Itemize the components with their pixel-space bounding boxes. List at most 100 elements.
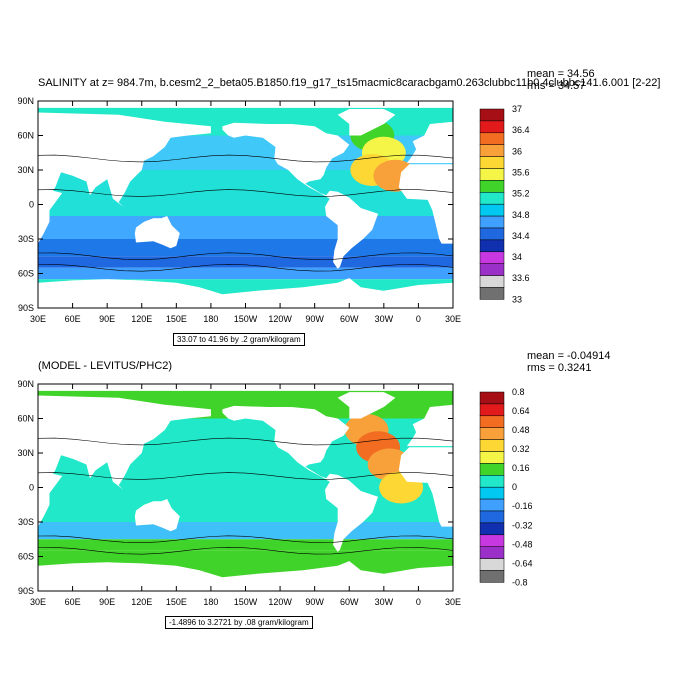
colorbar-2: 0.8 0.64 0.48 0.32 0.16 0 -0.16 -0.32 -0.48 -0.64… — [479, 387, 533, 587]
lon-label: 90E — [99, 597, 115, 607]
panel1-range-box: 33.07 to 41.96 by .2 gram/kilogram — [173, 333, 305, 346]
ocean-band — [38, 522, 453, 540]
colorbar-swatch — [479, 415, 505, 428]
colorbar-swatch — [479, 144, 505, 157]
lon-label: 60W — [340, 597, 359, 607]
contour-line — [37, 472, 454, 480]
lat-label: 60N — [17, 414, 34, 424]
lon-label: 120E — [131, 597, 152, 607]
lat-label: 30N — [17, 448, 34, 458]
colorbar-label: 36.4 — [512, 125, 530, 135]
lon-label: 30E — [445, 314, 461, 324]
colorbar-swatch — [479, 120, 505, 134]
map-frame — [37, 100, 454, 309]
colorbar-swatch — [479, 558, 505, 571]
panel2-title: (MODEL - LEVITUS/PHC2) — [38, 360, 173, 372]
lon-label: 180 — [203, 597, 218, 607]
colorbar-swatch — [479, 251, 505, 264]
map-frame — [37, 383, 454, 592]
ocean-band — [38, 216, 453, 239]
colorbar-swatch — [479, 192, 505, 205]
lon-label: 0 — [416, 314, 421, 324]
lon-label: 90W — [305, 597, 324, 607]
lat-label: 90N — [17, 379, 34, 389]
lon-label: 60W — [340, 314, 359, 324]
ocean-band — [38, 464, 453, 522]
land-americas — [222, 122, 379, 269]
lon-label: 30W — [375, 597, 394, 607]
panel2-rms: rms = 0.3241 — [527, 362, 592, 374]
atlantic-patch — [361, 136, 406, 169]
lon-label: 150E — [166, 314, 187, 324]
land-greenland — [337, 392, 396, 419]
colorbar-label: 0.32 — [512, 444, 530, 454]
ocean-band — [38, 256, 453, 268]
ocean-band — [38, 135, 453, 170]
lat-label: 30S — [18, 234, 34, 244]
colorbar-label: -0.64 — [512, 558, 533, 568]
colorbar-swatch — [479, 486, 505, 500]
land-australia — [134, 499, 180, 532]
ocean-band — [38, 239, 453, 257]
lon-label: 150W — [234, 597, 258, 607]
colorbar-swatch — [479, 263, 505, 276]
atlantic-patch — [350, 119, 395, 152]
panel1-mean: mean = 34.56 — [527, 68, 595, 80]
lat-label: 30S — [18, 517, 34, 527]
land-greenland — [337, 109, 396, 136]
lat-label: 30N — [17, 165, 34, 175]
colorbar-swatch — [479, 534, 505, 547]
lon-label: 150W — [234, 314, 258, 324]
colorbar-swatch — [479, 463, 505, 476]
colorbar-swatch — [479, 215, 505, 229]
colorbar-label: 34 — [512, 252, 522, 262]
colorbar-swatch — [479, 132, 505, 145]
lon-label: 180 — [203, 314, 218, 324]
ocean-band — [38, 279, 453, 308]
lon-label: 120W — [268, 597, 292, 607]
colorbar-1: 37 36.4 36 35.6 35.2 34.8 34.4 34 33.6 33 — [479, 104, 530, 304]
contour-line — [37, 546, 454, 555]
contour-line — [37, 154, 454, 163]
colorbar-label: 33.6 — [512, 273, 530, 283]
lon-label: 30E — [30, 597, 46, 607]
land-africaWest — [398, 164, 453, 244]
colorbar-label: 34.4 — [512, 231, 530, 241]
land-europe — [406, 121, 453, 164]
panel1-title: SALINITY at z= 984.7m, b.cesm2_2_beta05.… — [38, 77, 661, 89]
colorbar-label: 0.8 — [512, 387, 525, 397]
colorbar-label: 0 — [512, 482, 517, 492]
colorbar-swatch — [479, 227, 505, 241]
ocean-band — [38, 539, 453, 551]
colorbar-swatch — [479, 510, 505, 524]
lon-label: 90E — [99, 314, 115, 324]
atlantic-patch — [373, 159, 418, 192]
ocean-band — [38, 418, 453, 465]
land-arctic — [38, 384, 453, 391]
lon-label: 30E — [30, 314, 46, 324]
lon-label: 90W — [305, 314, 324, 324]
atlantic-patch — [350, 154, 395, 186]
contour-line — [37, 263, 454, 272]
colorbar-swatch — [479, 391, 505, 405]
colorbar-label: 37 — [512, 104, 522, 114]
colorbar-swatch — [479, 168, 505, 181]
colorbar-swatch — [479, 156, 505, 169]
ocean-band — [38, 384, 453, 419]
colorbar-label: -0.16 — [512, 501, 533, 511]
lon-label: 0 — [416, 597, 421, 607]
colorbar-label: 33 — [512, 294, 522, 304]
land-americas — [222, 405, 379, 552]
colorbar-swatch — [479, 287, 505, 300]
lat-label: 0 — [29, 200, 34, 210]
lon-label: 60E — [65, 314, 81, 324]
ocean-band — [38, 101, 453, 136]
colorbar-label: 35.6 — [512, 167, 530, 177]
lon-label: 150E — [166, 597, 187, 607]
colorbar-swatch — [479, 439, 505, 452]
land-africaWest — [398, 447, 453, 527]
lon-label: 30E — [445, 597, 461, 607]
lat-label: 90N — [17, 96, 34, 106]
